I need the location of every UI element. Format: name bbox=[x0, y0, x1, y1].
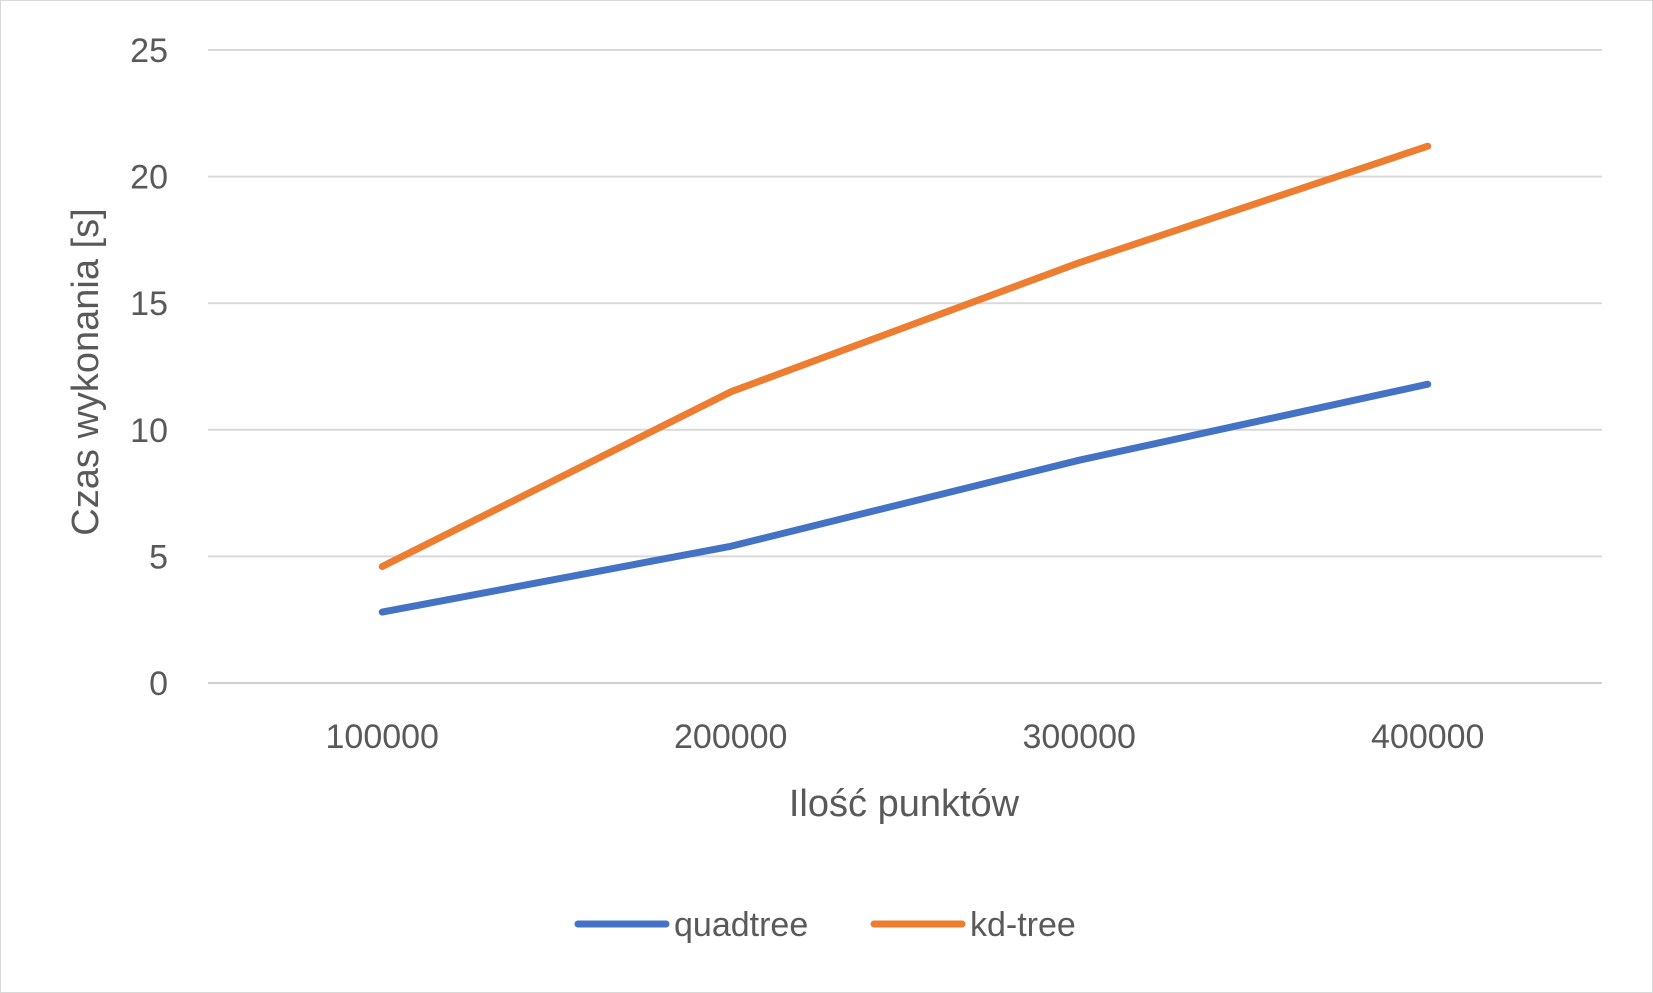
x-tick-label: 400000 bbox=[1371, 718, 1484, 756]
y-tick-label: 20 bbox=[130, 159, 168, 197]
y-tick-label: 5 bbox=[149, 538, 168, 576]
x-axis-ticks: 100000 200000 300000 400000 bbox=[326, 718, 1485, 756]
x-tick-label: 200000 bbox=[674, 718, 787, 756]
x-axis-title: Ilość punktów bbox=[789, 783, 1020, 825]
y-tick-label: 10 bbox=[130, 412, 168, 450]
x-tick-label: 300000 bbox=[1023, 718, 1136, 756]
legend-label-kd-tree: kd-tree bbox=[970, 906, 1076, 944]
series-line-quadtree bbox=[378, 380, 1432, 616]
y-tick-label: 15 bbox=[130, 285, 168, 323]
gridlines bbox=[208, 49, 1602, 684]
legend: quadtree kd-tree bbox=[574, 906, 1076, 944]
y-axis-ticks: 0 5 10 15 20 25 bbox=[130, 32, 168, 703]
y-axis-title: Czas wykonania [s] bbox=[65, 208, 107, 535]
legend-label-quadtree: quadtree bbox=[674, 906, 808, 944]
x-tick-label: 100000 bbox=[326, 718, 439, 756]
y-tick-label: 0 bbox=[149, 665, 168, 703]
y-tick-label: 25 bbox=[130, 32, 168, 70]
series-line-kd-tree bbox=[378, 142, 1432, 571]
series-lines bbox=[378, 142, 1432, 616]
